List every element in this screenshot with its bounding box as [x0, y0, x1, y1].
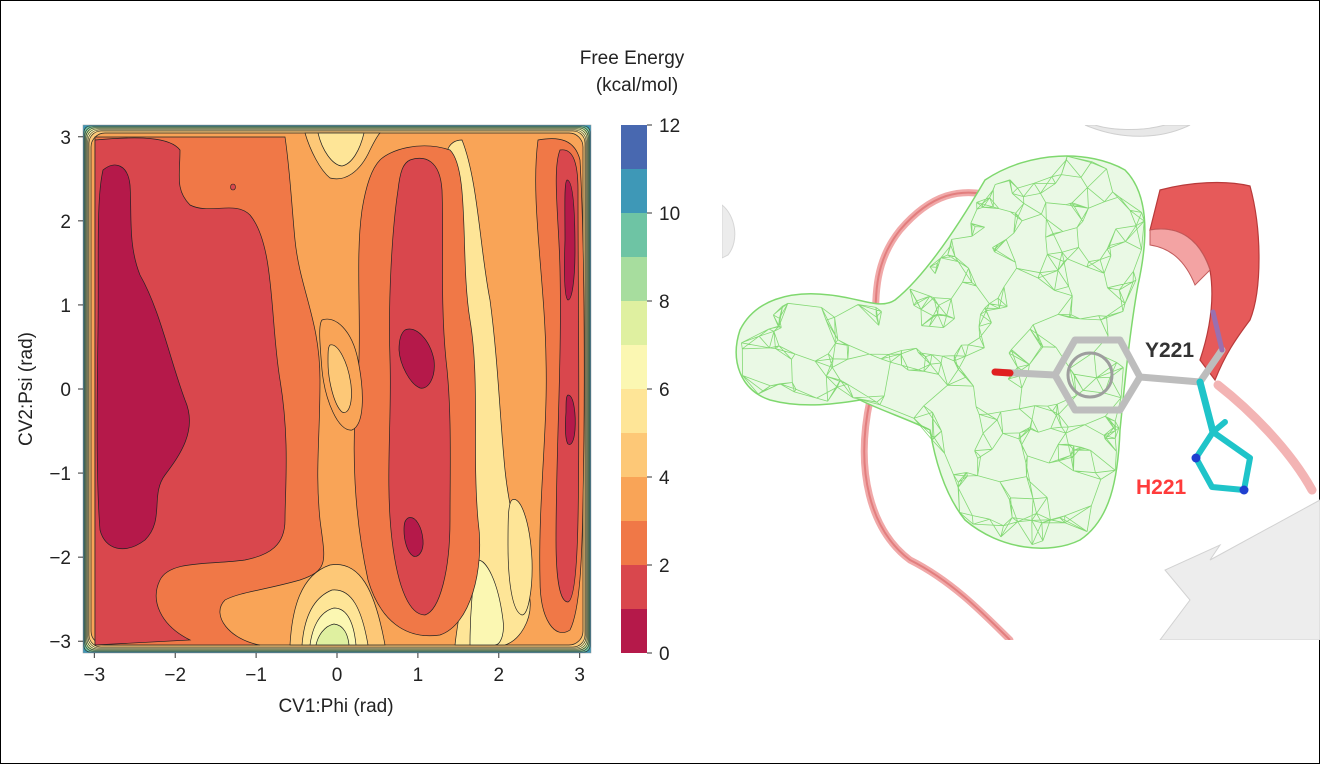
- x-tick-label: −1: [245, 665, 267, 686]
- tyr-ring-aromatic: [1066, 351, 1114, 399]
- colorbar-band: [621, 301, 647, 345]
- contour-minimum-lower-middle: [403, 517, 424, 557]
- colorbar-tick-label: 2: [659, 556, 670, 577]
- y-axis-ticks: −3 −2 −1 0 1 2 3: [49, 128, 83, 653]
- contour-bottom-bump-7: [315, 623, 350, 646]
- free-energy-contour-plot: −3 −2 −1 0 1 2 3 −3 −2 −1 0 1 2 3 CV1:Phi (rad) CV2:…: [16, 124, 592, 717]
- green-density-mesh: [735, 155, 1146, 549]
- contour-minimum-right-upper: [564, 179, 576, 301]
- x-tick-label: −3: [83, 665, 105, 686]
- contour-minimum-right-lower: [565, 394, 576, 445]
- tyr-backbone: [1210, 309, 1225, 353]
- y-tick-label: 0: [60, 380, 71, 401]
- contour-right-lobe-6: [469, 559, 504, 646]
- his-bond-cb: [1196, 378, 1217, 436]
- contour-speck: [230, 183, 236, 191]
- his-nitrogen-2: [1239, 485, 1249, 495]
- colorbar-band: [621, 389, 647, 433]
- x-axis-label: CV1:Phi (rad): [278, 696, 393, 717]
- y-tick-label: 3: [60, 128, 71, 149]
- y-axis-label: CV2:Psi (rad): [16, 332, 37, 446]
- colorbar-band: [621, 477, 647, 521]
- colorbar-unit: (kcal/mol): [596, 75, 678, 96]
- grey-helix-top: [1084, 125, 1191, 137]
- colorbar-band: [621, 213, 647, 257]
- tyr-oxygen: [991, 368, 1014, 377]
- his-imidazole: [1193, 429, 1253, 493]
- contour-top-bump-5: [317, 132, 365, 167]
- contour-minimum-upper-middle: [398, 328, 435, 389]
- colorbar-band: [621, 257, 647, 301]
- pink-coil-right: [1213, 380, 1317, 495]
- colorbar-tick-label: 8: [659, 292, 670, 313]
- his-label: H221: [1136, 476, 1187, 499]
- mesh-edges: [741, 155, 1145, 545]
- tyr-sidechain: [991, 309, 1226, 414]
- contour-fills: [83, 125, 591, 653]
- y-tick-label: −3: [49, 632, 71, 653]
- contour-minimum-left: [96, 164, 190, 549]
- colorbar-band: [621, 345, 647, 389]
- grey-sheet-arrow: [1159, 499, 1320, 640]
- colorbar-band: [621, 521, 647, 565]
- y-tick-label: −1: [49, 464, 71, 485]
- colorbar-title: Free Energy: [580, 48, 685, 69]
- tyr-bond-ca: [1196, 346, 1226, 386]
- colorbar-band: [621, 433, 647, 477]
- y-tick-label: 2: [60, 212, 71, 233]
- colorbar-band: [621, 125, 647, 169]
- grey-ribbon-left: [722, 204, 736, 259]
- contour-right-pocket-5: [507, 499, 533, 616]
- colorbar-band: [621, 169, 647, 213]
- colorbar-tick-label: 4: [659, 468, 670, 489]
- x-tick-label: 1: [413, 665, 424, 686]
- colorbar-bands: [621, 125, 647, 653]
- his-sidechain: [1191, 378, 1253, 495]
- molecular-structure-panel: Y221 H221: [722, 125, 1320, 640]
- x-tick-label: 0: [332, 665, 343, 686]
- mesh-wireframe: [741, 155, 1145, 545]
- y-tick-label: −2: [49, 548, 71, 569]
- colorbar-tick-label: 12: [659, 116, 680, 137]
- colorbar-tick-label: 6: [659, 380, 670, 401]
- his-nitrogen-1: [1191, 453, 1201, 463]
- colorbar: 0 2 4 6 8 10 12 Free Energy (kcal/mol): [580, 48, 685, 665]
- colorbar-tick-label: 0: [659, 644, 670, 665]
- colorbar-band: [621, 565, 647, 609]
- colorbar-band: [621, 609, 647, 653]
- mesh-outline: [735, 155, 1146, 549]
- tyr-label: Y221: [1145, 339, 1194, 362]
- tyr-bond-cb: [1136, 373, 1204, 386]
- x-tick-label: −2: [164, 665, 186, 686]
- colorbar-ticks: 0 2 4 6 8 10 12: [647, 116, 680, 665]
- x-tick-label: 3: [574, 665, 585, 686]
- red-ribbon-inner: [1149, 228, 1211, 286]
- y-tick-label: 1: [60, 296, 71, 317]
- colorbar-tick-label: 10: [659, 204, 680, 225]
- contour-pocket-4: [327, 344, 352, 413]
- x-tick-label: 2: [493, 665, 504, 686]
- x-axis-ticks: −3 −2 −1 0 1 2 3: [83, 653, 585, 686]
